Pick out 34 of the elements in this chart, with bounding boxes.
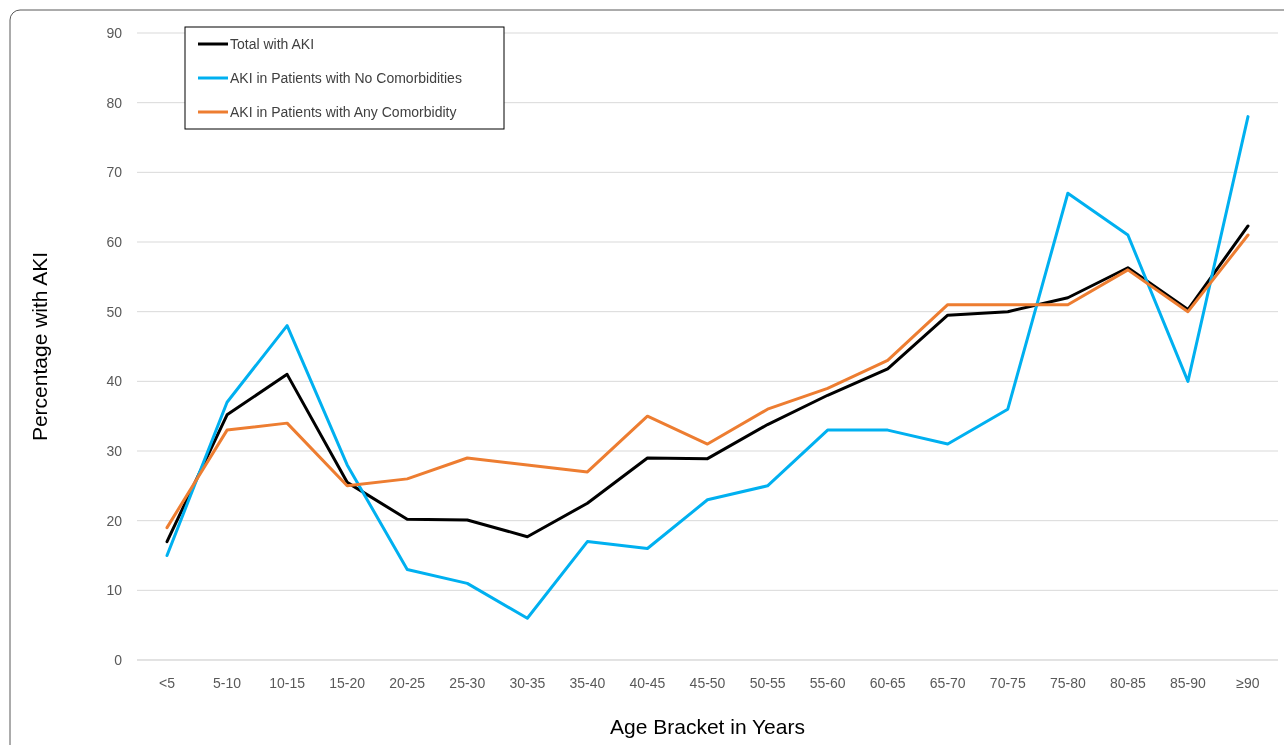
x-tick-label: <5: [159, 675, 176, 691]
y-tick-label: 80: [106, 94, 123, 111]
x-tick-label: 15-20: [329, 675, 366, 691]
y-tick-label: 70: [106, 164, 123, 181]
legend-label: AKI in Patients with No Comorbidities: [230, 69, 462, 86]
y-tick-label: 10: [106, 582, 123, 599]
legend-label: Total with AKI: [230, 35, 315, 52]
y-tick-label: 0: [114, 651, 123, 668]
x-tick-label: 55-60: [809, 675, 846, 691]
x-axis-title: Age Bracket in Years: [610, 715, 805, 738]
x-tick-label: ≥90: [1236, 675, 1260, 691]
y-tick-label: 90: [106, 24, 123, 41]
x-tick-label: 70-75: [989, 675, 1026, 691]
y-tick-label: 30: [106, 442, 123, 459]
x-tick-label: 30-35: [509, 675, 546, 691]
y-tick-label: 20: [106, 512, 123, 529]
y-tick-label: 50: [106, 303, 123, 320]
x-tick-label: 85-90: [1170, 675, 1207, 691]
x-tick-label: 35-40: [569, 675, 606, 691]
x-tick-label: 45-50: [689, 675, 726, 691]
legend-label: AKI in Patients with Any Comorbidity: [230, 103, 457, 120]
x-tick-label: 5-10: [213, 675, 242, 691]
x-tick-label: 60-65: [869, 675, 906, 691]
x-tick-label: 10-15: [269, 675, 306, 691]
x-tick-label: 65-70: [929, 675, 966, 691]
y-tick-label: 60: [106, 233, 123, 250]
y-tick-label: 40: [106, 373, 123, 390]
x-tick-label: 20-25: [389, 675, 426, 691]
x-tick-label: 80-85: [1109, 675, 1146, 691]
x-tick-label: 40-45: [629, 675, 666, 691]
y-axis-title: Percentage with AKI: [28, 251, 51, 442]
x-tick-label: 75-80: [1049, 675, 1086, 691]
x-tick-label: 25-30: [449, 675, 486, 691]
x-tick-label: 50-55: [749, 675, 786, 691]
